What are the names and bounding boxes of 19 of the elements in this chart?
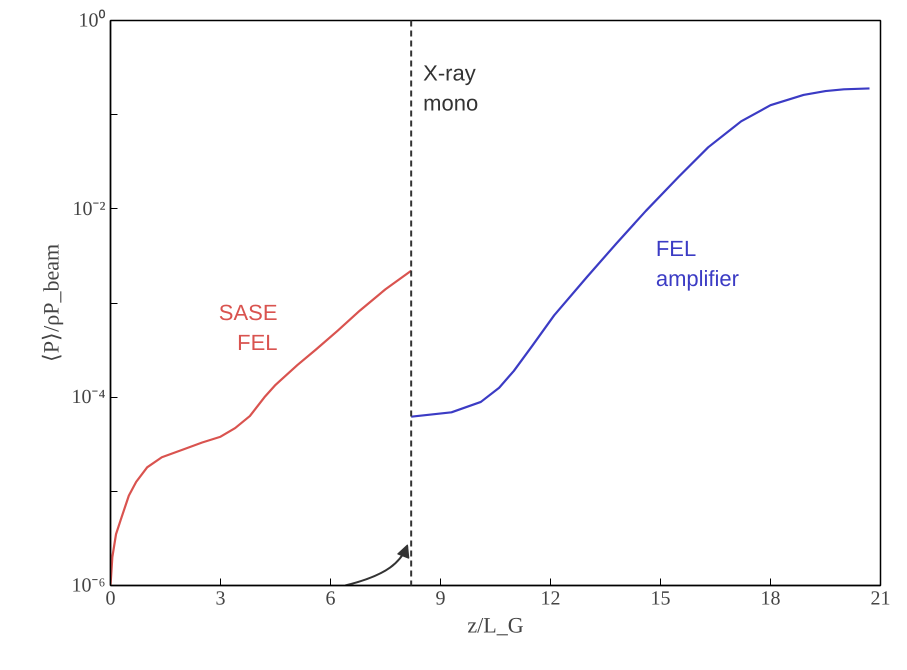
x-tick-label: 21 [870, 588, 890, 610]
x-tick-label: 3 [216, 588, 226, 610]
x-tick-label: 9 [436, 588, 446, 610]
line-series [110, 270, 412, 586]
series-label: FEL amplifier [656, 236, 739, 291]
y-tick-label: 10⁰ [78, 8, 106, 32]
x-tick-label: 6 [326, 588, 336, 610]
ref-line-label: X-ray mono [423, 60, 478, 116]
y-tick-label: 10⁻² [72, 198, 106, 220]
y-tick-label: 10⁻⁶ [72, 574, 106, 596]
x-tick-label: 0 [106, 588, 116, 610]
x-tick-label: 18 [760, 588, 780, 610]
y-tick-label: 10⁻⁴ [72, 386, 106, 408]
x-tick-label: 12 [540, 588, 560, 610]
series-label: SASE FEL [218, 300, 278, 355]
line-series [410, 87, 871, 418]
x-axis-title: z/L_G [467, 612, 524, 638]
x-tick-label: 15 [650, 588, 670, 610]
y-axis-title: ⟨P⟩/ρP_beam [38, 244, 64, 362]
